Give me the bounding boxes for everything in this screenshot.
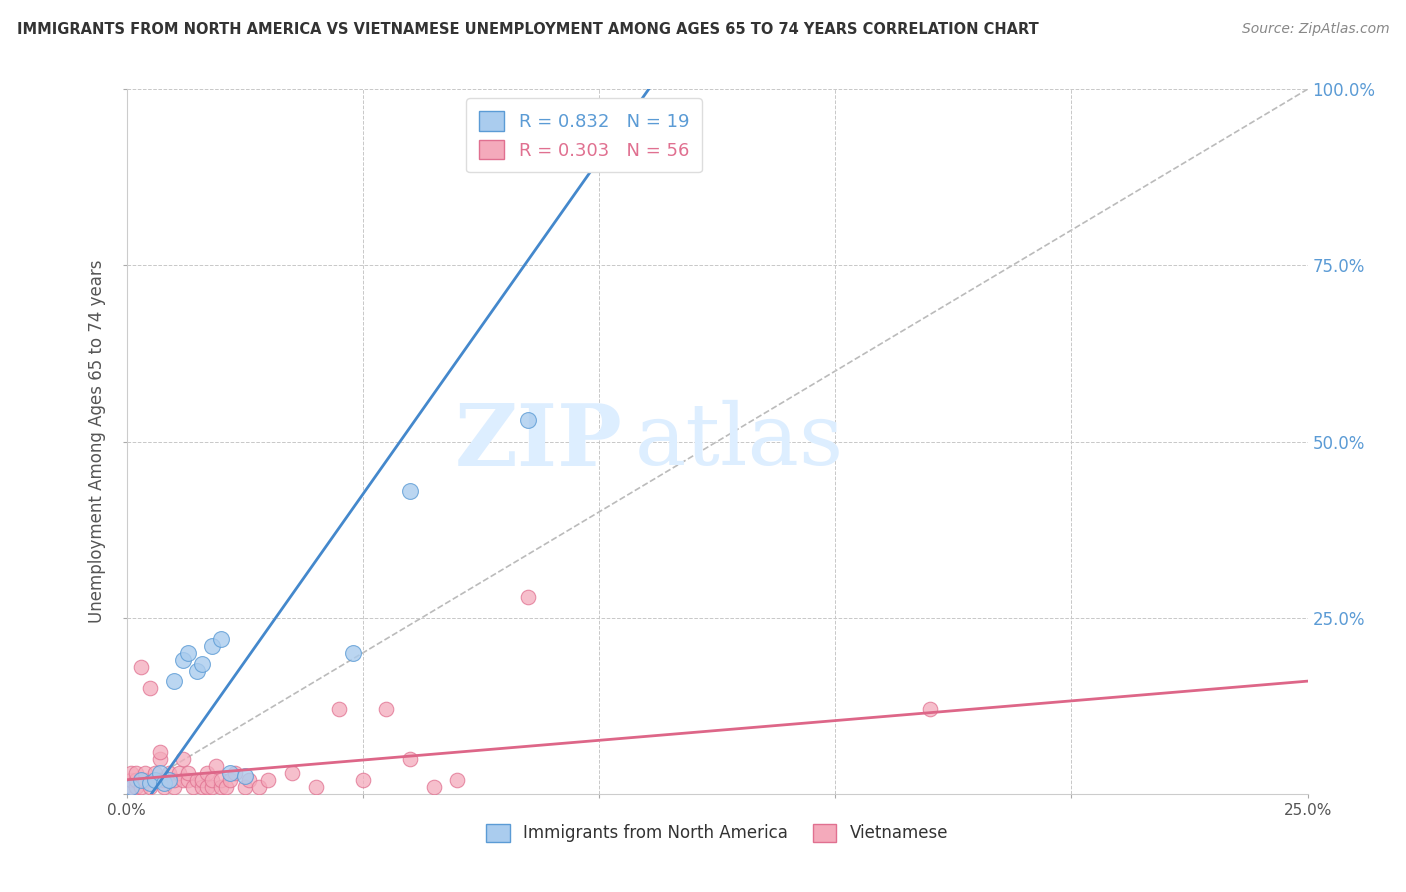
Point — [149, 765, 172, 780]
Point — [200, 639, 222, 653]
Point — [342, 646, 364, 660]
Point — [219, 765, 242, 780]
Point — [149, 772, 172, 787]
Point — [157, 772, 180, 787]
Point — [149, 751, 172, 765]
Point — [163, 772, 186, 787]
Point — [186, 772, 208, 787]
Point — [149, 745, 172, 759]
Point — [918, 702, 941, 716]
Point — [120, 780, 142, 794]
Point — [191, 657, 214, 671]
Point — [143, 765, 166, 780]
Point — [129, 772, 152, 787]
Point — [139, 776, 162, 790]
Point — [143, 772, 166, 787]
Text: Source: ZipAtlas.com: Source: ZipAtlas.com — [1241, 22, 1389, 37]
Point — [177, 772, 200, 787]
Text: atlas: atlas — [634, 400, 844, 483]
Point — [209, 772, 232, 787]
Text: IMMIGRANTS FROM NORTH AMERICA VS VIETNAMESE UNEMPLOYMENT AMONG AGES 65 TO 74 YEA: IMMIGRANTS FROM NORTH AMERICA VS VIETNAM… — [17, 22, 1039, 37]
Point — [209, 632, 232, 646]
Point — [153, 780, 176, 794]
Point — [172, 653, 194, 667]
Point — [177, 646, 200, 660]
Point — [205, 758, 228, 772]
Point — [129, 780, 152, 794]
Point — [186, 664, 208, 678]
Point — [446, 772, 468, 787]
Point — [125, 780, 148, 794]
Point — [399, 751, 422, 765]
Point — [224, 765, 246, 780]
Point — [209, 780, 232, 794]
Legend: Immigrants from North America, Vietnamese: Immigrants from North America, Vietnames… — [479, 817, 955, 849]
Point — [177, 765, 200, 780]
Point — [129, 660, 152, 674]
Point — [238, 772, 260, 787]
Point — [163, 674, 186, 689]
Point — [517, 590, 540, 604]
Point — [233, 780, 256, 794]
Point — [422, 780, 444, 794]
Point — [233, 769, 256, 783]
Point — [219, 772, 242, 787]
Point — [134, 772, 156, 787]
Point — [143, 772, 166, 787]
Point — [191, 772, 214, 787]
Point — [153, 772, 176, 787]
Point — [247, 780, 270, 794]
Point — [139, 780, 162, 794]
Point — [200, 780, 222, 794]
Point — [167, 765, 190, 780]
Point — [125, 772, 148, 787]
Point — [257, 772, 280, 787]
Point — [399, 483, 422, 498]
Point — [200, 772, 222, 787]
Point — [352, 772, 374, 787]
Point — [120, 780, 142, 794]
Point — [172, 751, 194, 765]
Point — [139, 681, 162, 696]
Point — [375, 702, 398, 716]
Point — [120, 772, 142, 787]
Point — [195, 765, 218, 780]
Point — [328, 702, 350, 716]
Text: ZIP: ZIP — [454, 400, 623, 483]
Point — [153, 776, 176, 790]
Point — [172, 772, 194, 787]
Point — [181, 780, 204, 794]
Point — [281, 765, 304, 780]
Point — [215, 780, 238, 794]
Point — [195, 780, 218, 794]
Point — [125, 765, 148, 780]
Point — [157, 765, 180, 780]
Point — [191, 780, 214, 794]
Point — [517, 413, 540, 427]
Point — [129, 772, 152, 787]
Point — [304, 780, 326, 794]
Point — [134, 765, 156, 780]
Point — [163, 780, 186, 794]
Y-axis label: Unemployment Among Ages 65 to 74 years: Unemployment Among Ages 65 to 74 years — [89, 260, 107, 624]
Point — [120, 765, 142, 780]
